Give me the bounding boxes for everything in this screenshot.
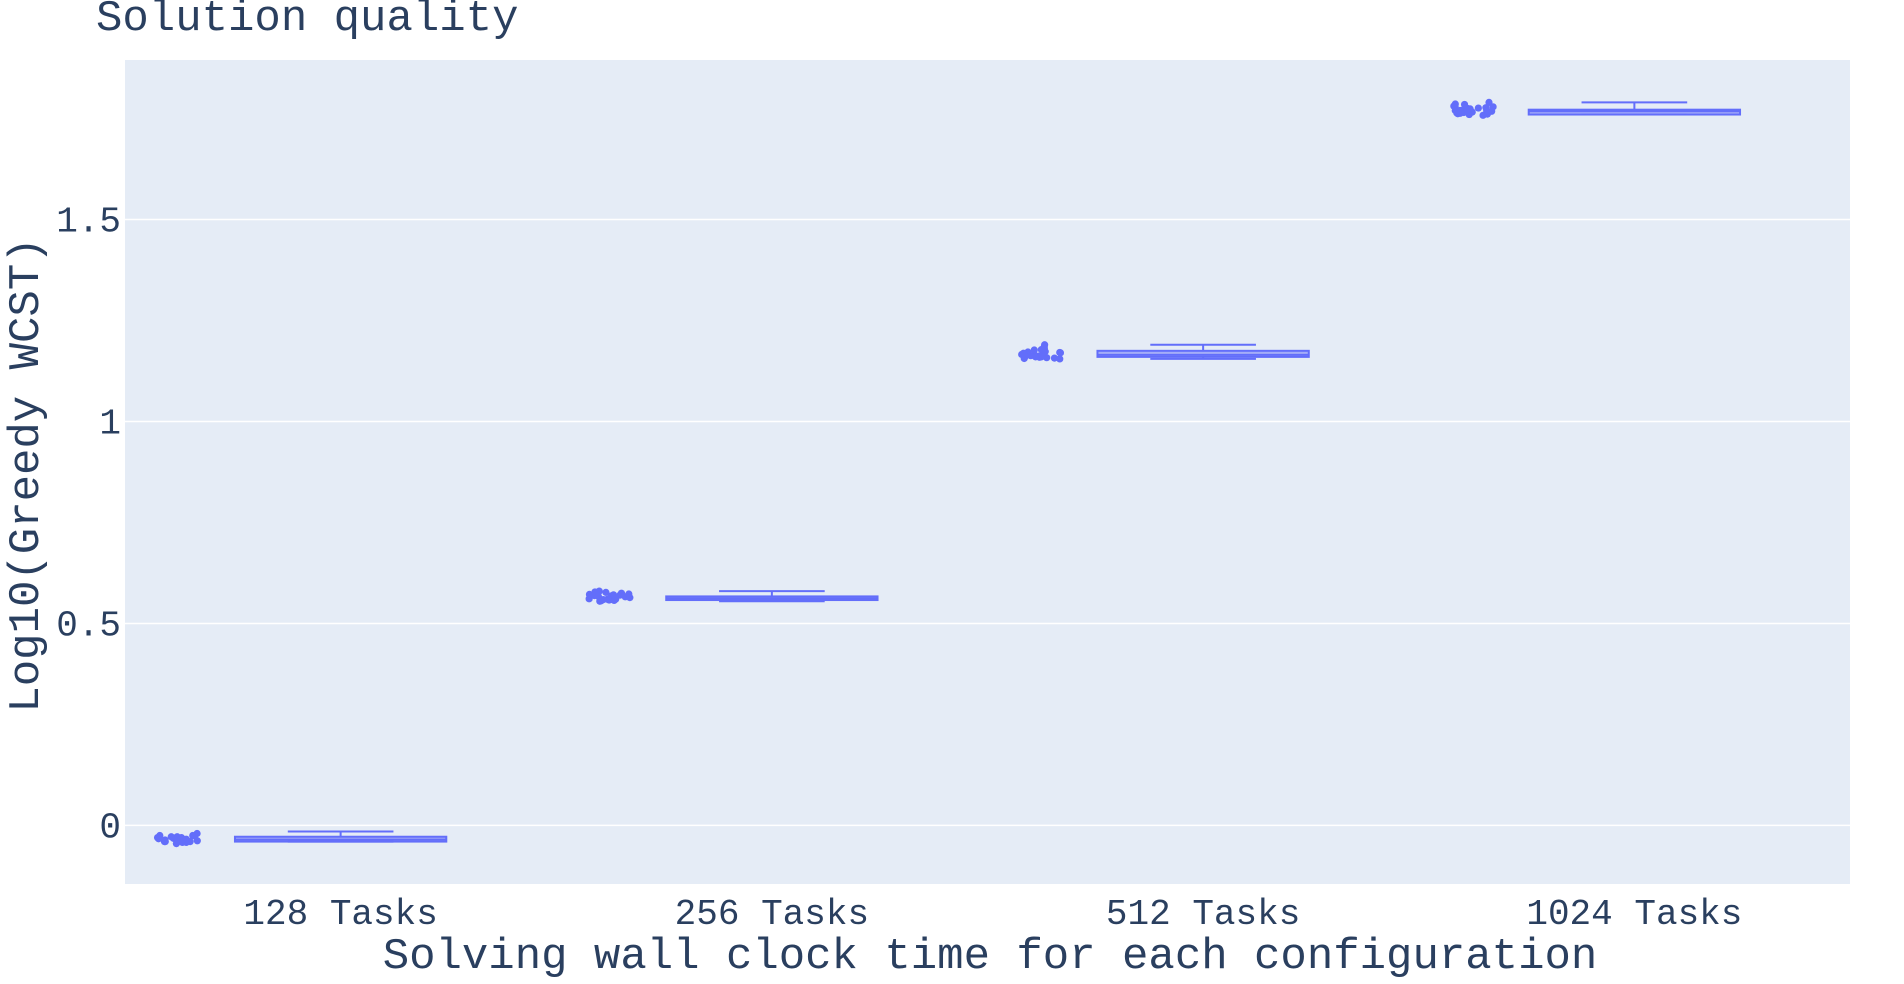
data-point <box>1027 352 1035 360</box>
box-1 <box>233 830 448 843</box>
data-point <box>1456 109 1464 117</box>
box-body <box>1096 349 1310 358</box>
box-2 <box>665 590 879 603</box>
data-point <box>191 832 199 840</box>
data-point <box>1451 100 1459 108</box>
x-tick-label: 1024 Tasks <box>1526 894 1742 935</box>
data-point <box>167 833 175 841</box>
data-point <box>1050 354 1059 362</box>
x-tick-label: 512 Tasks <box>1106 894 1300 935</box>
data-point <box>1483 107 1491 115</box>
data-point <box>602 588 610 596</box>
box-4 <box>1527 101 1742 116</box>
points-1 <box>153 829 201 848</box>
chart-title: Solution quality <box>96 0 518 44</box>
data-point <box>1030 346 1038 354</box>
data-point <box>617 589 626 597</box>
points <box>153 98 1497 848</box>
data-point <box>585 595 593 603</box>
y-tick-label: 0.5 <box>56 605 121 646</box>
x-tick-label: 128 Tasks <box>243 894 437 935</box>
x-axis-title: Solving wall clock time for each configu… <box>383 932 1598 979</box>
points-4 <box>1450 98 1497 119</box>
data-point <box>1489 103 1497 111</box>
data-point <box>172 840 180 848</box>
data-point <box>182 835 190 843</box>
y-tick-label: 0 <box>99 807 121 848</box>
data-point <box>1041 348 1049 356</box>
data-point <box>625 590 633 598</box>
data-point <box>1463 106 1472 114</box>
y-axis-ticks: 0 0.5 1 1.5 <box>56 202 121 849</box>
data-point <box>161 837 169 846</box>
plot-area <box>125 60 1850 884</box>
boxes <box>233 101 1742 843</box>
points-3 <box>1018 341 1065 363</box>
data-point <box>612 595 620 603</box>
x-axis-ticks: 128 Tasks 256 Tasks 512 Tasks 1024 Tasks <box>243 894 1742 935</box>
data-point <box>1474 104 1482 112</box>
data-point <box>594 592 603 601</box>
y-tick-label: 1 <box>99 404 121 445</box>
data-point <box>1056 355 1064 363</box>
data-point <box>1056 348 1064 357</box>
data-point <box>153 833 162 842</box>
points-2 <box>585 587 634 605</box>
y-tick-label: 1.5 <box>56 202 121 243</box>
data-point <box>1021 352 1029 361</box>
gridlines <box>125 218 1850 827</box>
x-tick-label: 256 Tasks <box>675 894 869 935</box>
box-3 <box>1096 343 1310 360</box>
y-axis-title: Log10(Greedy WCST) <box>2 237 52 712</box>
